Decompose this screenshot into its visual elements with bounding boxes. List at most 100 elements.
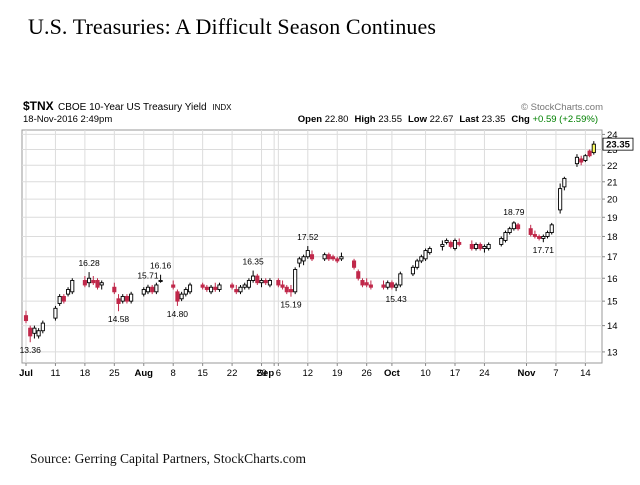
candle <box>120 294 125 304</box>
candle <box>457 238 462 247</box>
candle <box>293 267 298 295</box>
candle <box>330 254 336 261</box>
candle <box>301 254 306 266</box>
candle-body <box>516 224 521 230</box>
page-title: U.S. Treasuries: A Difficult Season Cont… <box>28 14 437 39</box>
y-tick-label: 13 <box>607 347 618 358</box>
candle-body <box>267 280 272 286</box>
candle-body <box>503 232 508 241</box>
candle <box>532 230 537 239</box>
candle <box>297 256 302 268</box>
candle-body <box>415 260 420 268</box>
x-tick-label: 29 <box>256 368 267 379</box>
candle <box>141 287 146 297</box>
y-axis: 131415161718192021222324 <box>602 130 618 358</box>
candle <box>124 294 129 304</box>
price-annotation: 13.36 <box>20 345 42 355</box>
price-annotation: 15.19 <box>280 300 302 310</box>
candle <box>398 271 403 288</box>
candle <box>562 176 567 191</box>
candle-body <box>410 266 415 275</box>
candle <box>95 278 100 290</box>
candle-body <box>579 158 584 163</box>
candle-body <box>251 275 256 281</box>
candle-body <box>549 224 554 233</box>
candle <box>423 248 428 261</box>
candle <box>507 226 512 235</box>
candle <box>150 284 155 295</box>
candle-body <box>200 284 205 288</box>
y-tick-label: 18 <box>607 232 618 243</box>
candle-body <box>234 289 239 293</box>
x-tick-label: Oct <box>384 368 401 379</box>
chart-symbol: $TNX <box>23 99 54 113</box>
candle-body <box>120 295 125 302</box>
candle-body <box>444 239 449 243</box>
candle <box>204 284 209 292</box>
y-tick-label: 20 <box>607 195 618 206</box>
candle-body <box>242 284 247 288</box>
candle-body <box>507 228 512 233</box>
candle <box>288 284 294 297</box>
candle <box>339 252 344 261</box>
candle-body <box>53 307 58 319</box>
candle-body <box>486 243 491 249</box>
candle-body <box>301 256 306 262</box>
x-tick-label: 8 <box>171 368 176 379</box>
candle-body <box>158 280 163 282</box>
candle-body <box>154 284 159 293</box>
candle-body <box>381 284 386 288</box>
y-tick-label: 17 <box>607 252 618 263</box>
candle <box>234 284 239 295</box>
candle <box>452 238 458 251</box>
candle-body <box>394 284 399 288</box>
candle <box>360 278 365 288</box>
candle <box>587 149 592 158</box>
candle-body <box>116 298 121 304</box>
price-annotation: 15.43 <box>385 294 407 304</box>
candle <box>259 278 264 288</box>
candle-body <box>440 243 445 247</box>
candle-body <box>419 256 424 262</box>
candle <box>87 272 92 288</box>
candle-body <box>217 284 222 290</box>
candle <box>305 246 310 259</box>
candle-body <box>326 254 331 260</box>
candle <box>473 242 479 251</box>
candle-body <box>511 222 516 230</box>
candle-body <box>61 295 66 302</box>
candle-body <box>187 284 193 293</box>
chart-date: 18-Nov-2016 2:49pm <box>23 114 112 125</box>
candle-body <box>28 327 33 337</box>
candle-body <box>66 289 71 295</box>
candle-body <box>99 282 104 286</box>
candle <box>145 284 151 295</box>
candle <box>36 328 41 339</box>
x-tick-label: 7 <box>553 368 558 379</box>
candle <box>482 244 487 253</box>
candle <box>385 280 390 290</box>
candle-body <box>263 280 268 284</box>
plot-frame <box>21 129 603 364</box>
candle-body <box>213 286 218 290</box>
candle-body <box>171 284 176 288</box>
source-note: Source: Gerring Capital Partners, StockC… <box>30 451 306 466</box>
x-tick-label: 26 <box>361 368 372 379</box>
candle-body <box>150 286 155 293</box>
candle-body <box>339 256 344 260</box>
x-tick-label: 12 <box>303 368 314 379</box>
candle <box>574 154 580 167</box>
candle-body <box>145 286 151 293</box>
candle-body <box>112 286 117 293</box>
candle-body <box>36 330 41 337</box>
candle <box>175 289 180 306</box>
candle-body <box>209 286 214 293</box>
candle <box>23 310 29 324</box>
candle-body <box>368 284 373 288</box>
candle-body <box>87 277 92 284</box>
candle <box>242 282 247 290</box>
candle <box>427 246 432 255</box>
candle <box>66 287 71 297</box>
x-tick-label: Nov <box>518 368 537 379</box>
